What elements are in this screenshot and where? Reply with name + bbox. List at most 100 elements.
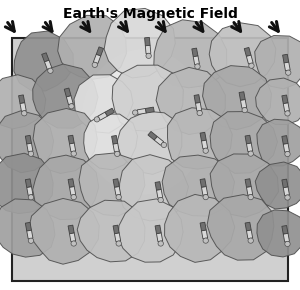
Polygon shape <box>192 48 198 57</box>
Polygon shape <box>257 119 300 166</box>
Polygon shape <box>33 108 97 173</box>
Polygon shape <box>25 222 32 231</box>
Polygon shape <box>155 225 161 234</box>
Polygon shape <box>93 55 101 64</box>
Circle shape <box>116 195 122 200</box>
Polygon shape <box>156 67 225 135</box>
Circle shape <box>69 104 74 109</box>
Polygon shape <box>194 95 200 103</box>
Polygon shape <box>112 65 183 131</box>
Polygon shape <box>255 36 300 89</box>
Circle shape <box>197 110 203 116</box>
Polygon shape <box>28 198 99 264</box>
Polygon shape <box>157 233 163 242</box>
Circle shape <box>248 151 254 156</box>
Circle shape <box>71 151 76 156</box>
Circle shape <box>203 195 208 200</box>
Polygon shape <box>44 60 52 69</box>
Polygon shape <box>113 225 119 234</box>
Polygon shape <box>282 95 288 104</box>
Polygon shape <box>70 186 76 195</box>
Polygon shape <box>283 103 290 112</box>
Circle shape <box>71 241 76 246</box>
Polygon shape <box>255 162 300 209</box>
Circle shape <box>248 195 254 200</box>
Circle shape <box>203 148 208 153</box>
Polygon shape <box>202 230 208 239</box>
Polygon shape <box>162 155 235 216</box>
Polygon shape <box>118 199 183 262</box>
Polygon shape <box>66 96 73 105</box>
Polygon shape <box>283 54 289 63</box>
Circle shape <box>71 195 76 200</box>
Circle shape <box>285 111 290 116</box>
Polygon shape <box>27 187 33 195</box>
Circle shape <box>158 197 164 203</box>
Polygon shape <box>148 131 157 140</box>
Polygon shape <box>200 222 206 231</box>
Polygon shape <box>14 31 74 91</box>
Polygon shape <box>202 186 208 195</box>
Polygon shape <box>282 136 288 144</box>
Polygon shape <box>20 103 26 111</box>
Circle shape <box>249 63 254 68</box>
Polygon shape <box>200 179 206 187</box>
Polygon shape <box>145 45 151 54</box>
Polygon shape <box>25 135 32 144</box>
Polygon shape <box>33 155 99 220</box>
Polygon shape <box>154 137 164 145</box>
Polygon shape <box>113 179 119 187</box>
Polygon shape <box>33 64 98 128</box>
Polygon shape <box>167 108 232 169</box>
Polygon shape <box>68 179 74 187</box>
Polygon shape <box>70 233 76 242</box>
Polygon shape <box>0 75 46 129</box>
Polygon shape <box>155 182 161 190</box>
Polygon shape <box>112 135 118 144</box>
Polygon shape <box>246 55 253 64</box>
Polygon shape <box>284 62 290 71</box>
Polygon shape <box>282 179 288 188</box>
Circle shape <box>242 108 248 113</box>
Polygon shape <box>0 111 54 173</box>
Polygon shape <box>200 132 206 141</box>
Polygon shape <box>74 75 133 133</box>
Polygon shape <box>241 99 247 108</box>
Polygon shape <box>202 140 208 149</box>
Circle shape <box>22 111 27 116</box>
Polygon shape <box>207 195 274 260</box>
Polygon shape <box>247 143 253 152</box>
Polygon shape <box>104 8 175 78</box>
Polygon shape <box>137 108 146 115</box>
Circle shape <box>116 241 122 246</box>
Polygon shape <box>27 230 33 239</box>
Ellipse shape <box>81 49 207 194</box>
Polygon shape <box>256 78 300 125</box>
Polygon shape <box>84 114 137 170</box>
Polygon shape <box>79 153 145 216</box>
Polygon shape <box>202 66 272 130</box>
Polygon shape <box>105 108 115 116</box>
Circle shape <box>285 151 290 157</box>
Circle shape <box>161 142 167 148</box>
Polygon shape <box>245 135 251 144</box>
Polygon shape <box>157 189 163 198</box>
Circle shape <box>115 151 120 157</box>
Circle shape <box>248 238 254 243</box>
Polygon shape <box>282 226 288 234</box>
Polygon shape <box>119 155 188 221</box>
Circle shape <box>28 151 34 156</box>
Circle shape <box>203 238 208 243</box>
Polygon shape <box>193 56 200 65</box>
Polygon shape <box>196 102 202 111</box>
Polygon shape <box>209 23 276 87</box>
Polygon shape <box>0 153 53 214</box>
FancyBboxPatch shape <box>12 38 288 281</box>
Polygon shape <box>210 154 278 217</box>
Polygon shape <box>210 112 278 173</box>
Polygon shape <box>115 186 121 195</box>
Polygon shape <box>257 210 300 257</box>
Circle shape <box>28 238 34 243</box>
Polygon shape <box>77 200 145 262</box>
Polygon shape <box>68 225 74 234</box>
